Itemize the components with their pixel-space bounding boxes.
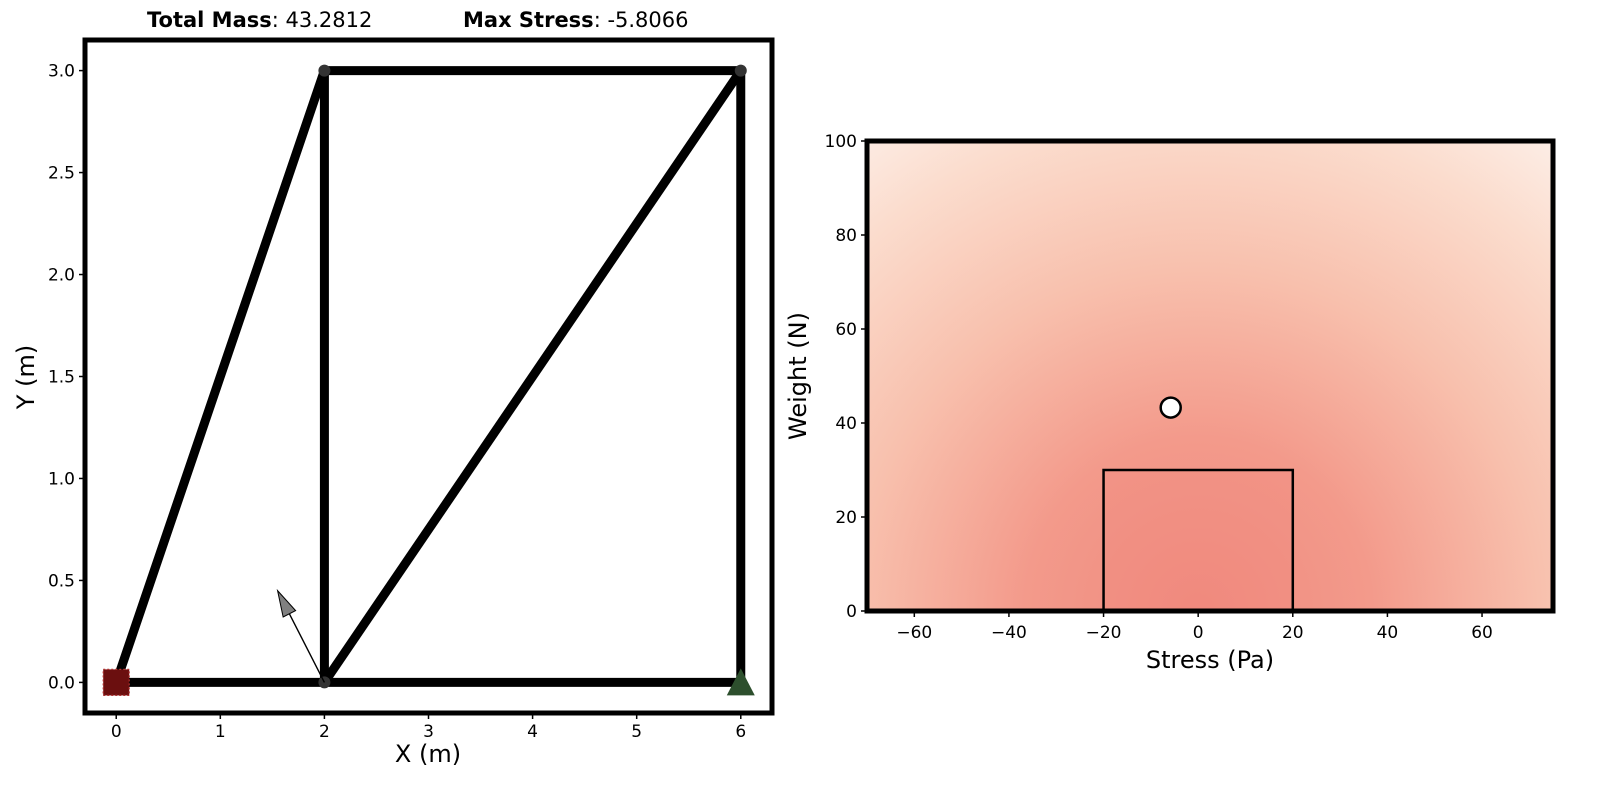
x-tick-label: 0 xyxy=(111,722,122,742)
x-tick-label: 60 xyxy=(1471,623,1493,643)
x-tick-label: −40 xyxy=(991,623,1027,643)
total-mass-readout: Total Mass: 43.2812 xyxy=(147,8,372,32)
truss-members xyxy=(111,66,746,687)
y-tick-label: 3.0 xyxy=(48,62,75,82)
y-tick-label: 0.5 xyxy=(48,571,75,591)
truss-node xyxy=(318,64,331,77)
truss-nodes xyxy=(110,64,747,689)
heatmap-plot-frame xyxy=(864,138,1556,614)
truss-node xyxy=(734,64,747,77)
truss-plot-frame xyxy=(82,37,775,716)
x-tick-label: 2 xyxy=(319,722,330,742)
x-tick-label: 40 xyxy=(1377,623,1399,643)
heatmap-field xyxy=(867,141,1553,611)
y-tick-label: 1.5 xyxy=(48,368,75,388)
heatmap-x-axis-label: Stress (Pa) xyxy=(1146,646,1274,674)
y-tick-label: 60 xyxy=(835,320,857,340)
x-tick-label: 20 xyxy=(1282,623,1304,643)
truss-member xyxy=(111,69,329,684)
load-arrow-shaft xyxy=(288,613,326,683)
design-point-marker xyxy=(1159,396,1182,419)
truss-x-axis-label: X (m) xyxy=(395,740,461,768)
truss-chart: 0 1 2 3 4 5 6 0.0 0.5 1.0 1.5 2.0 2.5 3.0 X (m) Y (m… xyxy=(12,37,775,768)
x-tick-label: 6 xyxy=(735,722,746,742)
load-arrow-head xyxy=(276,588,297,618)
y-tick-label: 2.5 xyxy=(48,164,75,184)
total-mass-value: : 43.2812 xyxy=(271,8,373,32)
x-tick-label: −20 xyxy=(1086,623,1122,643)
pinned-support-square xyxy=(102,668,130,697)
truss-y-ticks: 0.0 0.5 1.0 1.5 2.0 2.5 3.0 xyxy=(48,62,85,693)
max-stress-value: : -5.8066 xyxy=(593,8,689,32)
truss-member xyxy=(320,68,745,685)
truss-supports-and-load xyxy=(102,588,755,697)
heatmap-y-ticks: 0 20 40 60 80 100 xyxy=(825,132,867,622)
max-stress-label: Max Stress xyxy=(463,8,594,32)
truss-x-ticks: 0 1 2 3 4 5 6 xyxy=(111,713,746,742)
y-tick-label: 0.0 xyxy=(48,673,75,693)
x-tick-label: 4 xyxy=(527,722,538,742)
x-tick-label: −60 xyxy=(896,623,932,643)
feasible-region-box xyxy=(1102,468,1295,613)
y-tick-label: 80 xyxy=(835,226,857,246)
roller-support-triangle xyxy=(726,668,755,696)
y-tick-label: 100 xyxy=(825,132,857,152)
x-tick-label: 1 xyxy=(215,722,226,742)
y-tick-label: 40 xyxy=(835,414,857,434)
x-tick-label: 5 xyxy=(631,722,642,742)
plot-title: Total Mass: 43.2812 Max Stress: -5.8066 xyxy=(0,8,800,38)
y-tick-label: 2.0 xyxy=(48,266,75,286)
y-tick-label: 0 xyxy=(846,602,857,622)
y-tick-label: 20 xyxy=(835,508,857,528)
x-tick-label: 3 xyxy=(423,722,434,742)
y-tick-label: 1.0 xyxy=(48,469,75,489)
max-stress-readout: Max Stress: -5.8066 xyxy=(463,8,689,32)
total-mass-label: Total Mass xyxy=(147,8,272,32)
heatmap-x-ticks: −60 −40 −20 0 20 40 60 xyxy=(896,611,1493,643)
x-tick-label: 0 xyxy=(1193,623,1204,643)
truss-y-axis-label: Y (m) xyxy=(12,345,40,410)
